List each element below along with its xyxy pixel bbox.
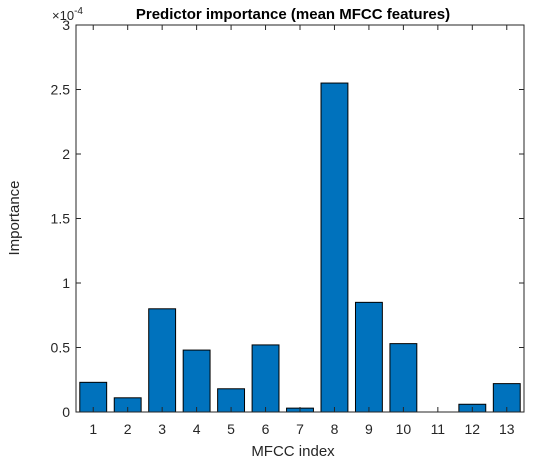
svg-text:×10-4: ×10-4 — [52, 6, 83, 23]
bar-3 — [148, 308, 177, 413]
y-tick-label-1: 0.5 — [51, 340, 71, 356]
bar-8 — [320, 82, 349, 413]
y-tick-label-0: 0 — [62, 404, 70, 420]
y-exponent-power: -4 — [74, 6, 83, 17]
bar-4 — [182, 349, 211, 413]
chart-title: Predictor importance (mean MFCC features… — [136, 6, 450, 23]
y-tick-label-5: 2.5 — [51, 82, 71, 98]
bar-10 — [389, 343, 418, 413]
y-exponent-base: ×10 — [52, 8, 74, 23]
x-tick-label-4: 4 — [193, 421, 201, 437]
y-tick-label-6: 3 — [62, 17, 70, 33]
y-tick-label-2: 1 — [62, 275, 70, 291]
x-tick-label-5: 5 — [227, 421, 235, 437]
x-tick-label-12: 12 — [465, 421, 481, 437]
x-tick-label-8: 8 — [331, 421, 339, 437]
y-exponent: ×10-4 — [52, 6, 83, 23]
x-tick-label-7: 7 — [296, 421, 304, 437]
x-axis-label: MFCC index — [251, 443, 335, 460]
bars-layer — [79, 82, 521, 413]
x-tick-label-11: 11 — [431, 421, 446, 437]
x-tick-label-6: 6 — [262, 421, 270, 437]
y-tick-label-4: 2 — [62, 146, 70, 162]
bar-6 — [251, 344, 280, 413]
x-tick-label-13: 13 — [499, 421, 515, 437]
x-tick-label-1: 1 — [89, 421, 97, 437]
x-tick-label-10: 10 — [396, 421, 412, 437]
bar-9 — [354, 301, 383, 413]
x-tick-label-2: 2 — [124, 421, 132, 437]
x-tick-label-9: 9 — [365, 421, 373, 437]
y-tick-label-3: 1.5 — [51, 211, 71, 227]
y-axis-label: Importance — [6, 180, 23, 255]
x-tick-label-3: 3 — [158, 421, 166, 437]
